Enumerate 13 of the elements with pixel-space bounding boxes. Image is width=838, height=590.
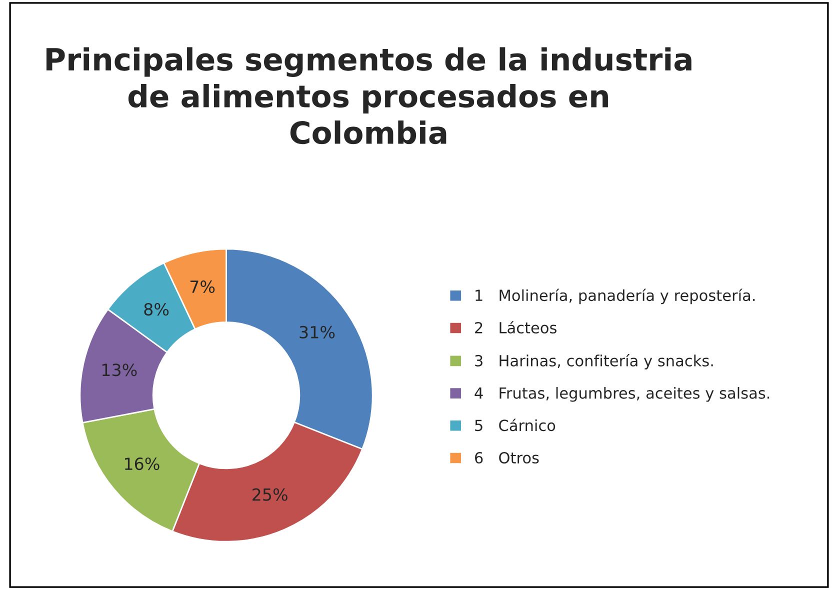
chart-title: Principales segmentos de la industria de alimentos procesados en Colombia <box>46 47 692 144</box>
legend-label: 4 Frutas, legumbres, aceites y salsas. <box>474 386 770 402</box>
data-label: 31% <box>300 326 335 338</box>
legend-label: 1 Molinería, panadería y repostería. <box>476 288 755 304</box>
data-label: 13% <box>102 364 137 376</box>
data-label: 16% <box>125 457 160 470</box>
data-label: 25% <box>252 488 288 501</box>
legend-label: 6 Otros <box>475 452 539 464</box>
data-label: 8% <box>144 302 169 316</box>
data-label: 7% <box>190 280 215 294</box>
legend-label: 5 Cárnico <box>475 418 556 432</box>
legend-label: 2 Lácteos <box>475 321 556 334</box>
legend-label: 3 Harinas, confitería y snacks. <box>475 354 713 370</box>
